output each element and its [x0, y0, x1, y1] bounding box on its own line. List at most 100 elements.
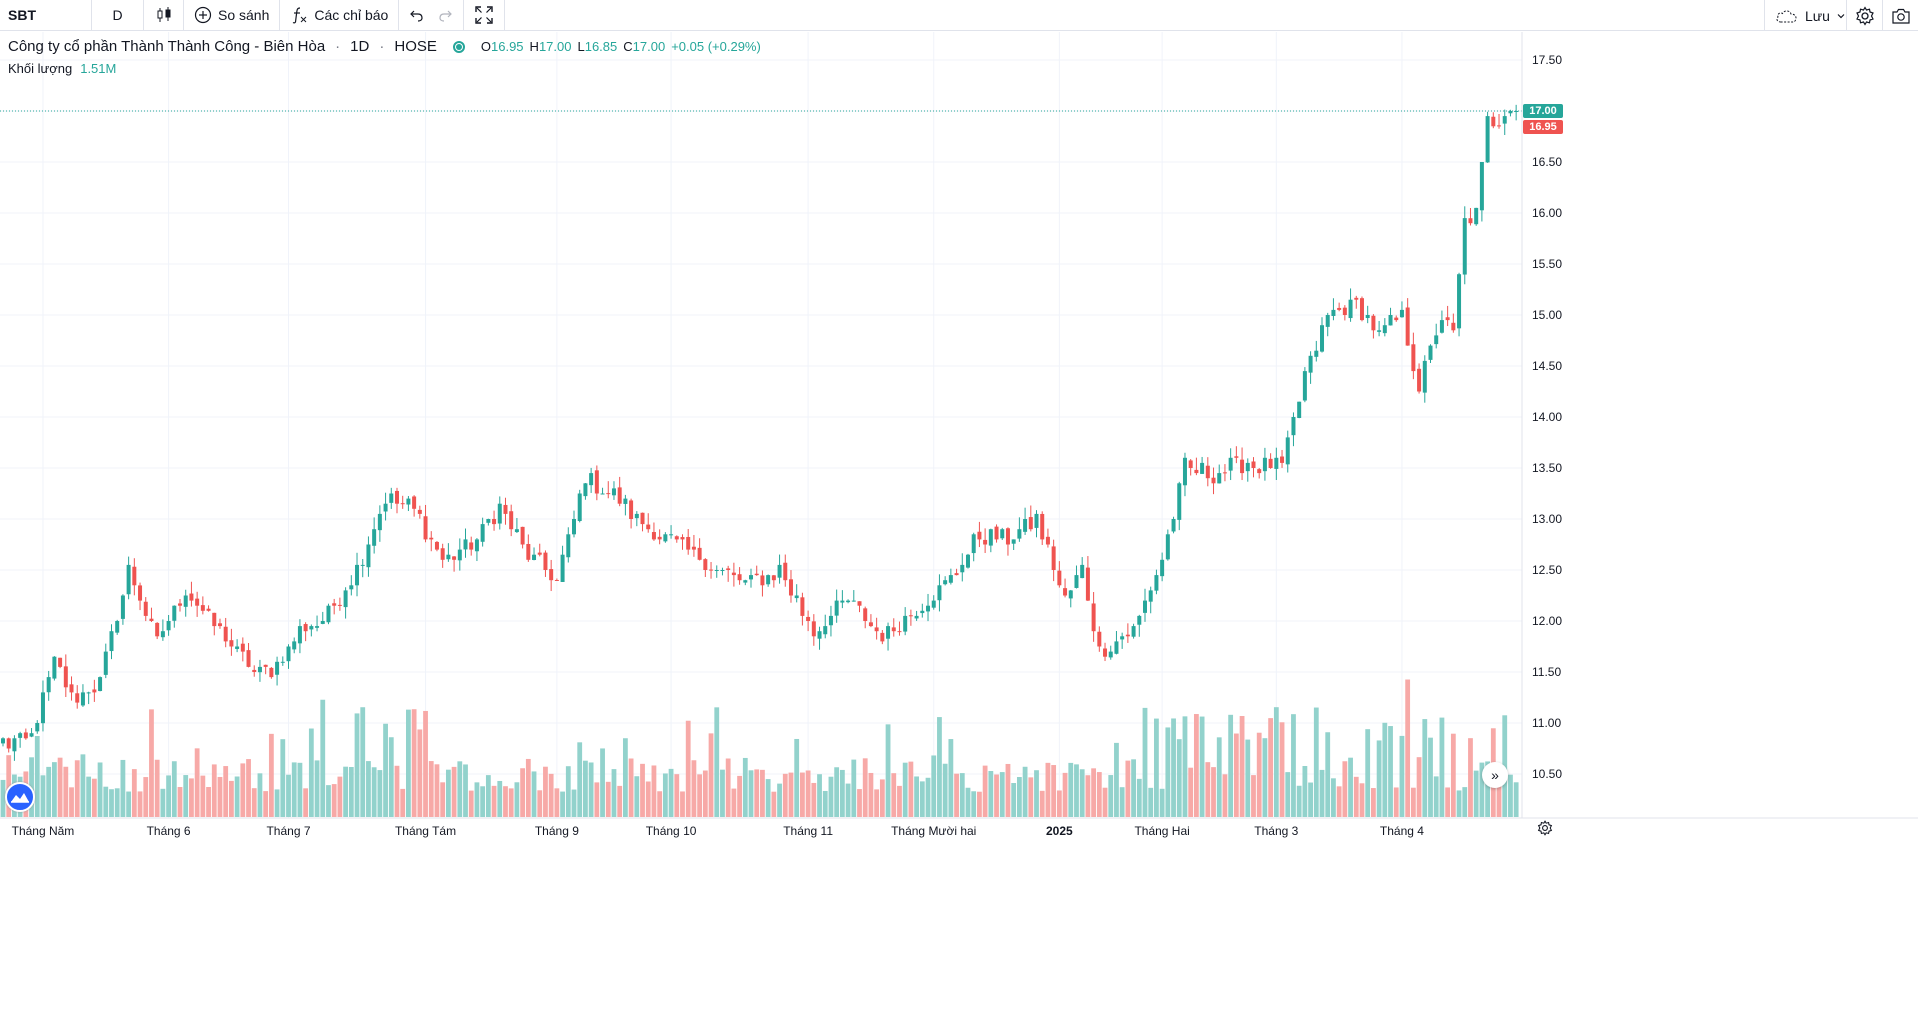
candle-body [617, 487, 622, 504]
candle-body [1371, 315, 1376, 331]
market-status-icon[interactable] [452, 40, 465, 53]
candle-body [1137, 615, 1142, 625]
close-key: C [623, 39, 633, 54]
time-axis[interactable]: Tháng Năm Tháng 6 Tháng 7 Tháng Tám Tháng 9 T… [12, 824, 1425, 838]
candle-body [1417, 368, 1422, 392]
volume-bar [400, 788, 406, 817]
chart-type-button[interactable] [144, 0, 184, 31]
volume-bar [1136, 778, 1142, 817]
volume-bar [737, 775, 742, 817]
volume-bar [1045, 762, 1051, 817]
volume-bar [1291, 714, 1296, 817]
candle-body [389, 493, 394, 503]
candle-body [1439, 320, 1444, 333]
candle-body [1514, 111, 1519, 112]
legend-company-name: Công ty cổ phần Thành Thành Công - Biên … [8, 38, 326, 55]
time-tick-label: Tháng Mười hai [891, 824, 976, 838]
candle-body [1182, 457, 1187, 486]
candle-body [343, 590, 348, 608]
candle-body [1000, 529, 1005, 539]
volume-bar [982, 765, 988, 817]
undo-button[interactable] [399, 0, 431, 31]
candle-body [703, 559, 708, 570]
volume-bar [131, 769, 137, 817]
candle-body [1108, 651, 1113, 658]
volume-bar [86, 776, 92, 817]
symbol-search-button[interactable]: SBT [0, 0, 92, 31]
candle-body [1205, 465, 1210, 479]
scroll-to-realtime-button[interactable]: » [1482, 762, 1508, 788]
volume-bar [525, 758, 531, 817]
price-chart[interactable]: 17.50 17.00 16.50 16.00 15.50 15.00 14.50 14.00… [0, 32, 1918, 1035]
candle-body [1143, 600, 1147, 613]
volume-bar [1279, 722, 1285, 817]
candle-body [720, 570, 725, 571]
candle-body [326, 605, 331, 623]
candle-body [1388, 315, 1393, 326]
double-chevron-right-icon: » [1491, 767, 1499, 783]
price-tick-label: 11.50 [1532, 665, 1561, 679]
candle-body [446, 554, 451, 560]
price-axis[interactable]: 17.5017.0016.5016.0015.5015.0014.5014.00… [1532, 53, 1562, 781]
volume-bar [109, 789, 114, 817]
volume-bar [377, 770, 383, 817]
candle-body [166, 621, 171, 631]
candle-body [543, 552, 548, 570]
candle-body [1365, 315, 1370, 319]
axis-settings-button[interactable] [1537, 820, 1553, 841]
redo-button[interactable] [431, 0, 465, 31]
candle-body [1091, 603, 1096, 632]
volume-bar [80, 754, 86, 817]
volume-bar [1005, 763, 1011, 817]
candle-body [103, 651, 108, 675]
volume-bar [211, 764, 217, 817]
candle-body [412, 496, 417, 509]
save-button[interactable]: Lưu [1764, 0, 1846, 31]
volume-bar [286, 774, 291, 817]
redo-icon [437, 6, 455, 24]
volume-bar [229, 780, 234, 817]
candle-body [92, 689, 97, 693]
volume-bar [166, 775, 171, 817]
candle-body [474, 539, 479, 552]
volume-bar [531, 771, 537, 817]
volume-bar [149, 709, 154, 817]
fullscreen-button[interactable] [464, 0, 506, 31]
candle-body [560, 554, 565, 582]
volume-bar [1485, 761, 1490, 817]
save-label: Lưu [1805, 7, 1830, 24]
volume-bar [937, 717, 942, 817]
volume-bar [811, 782, 817, 817]
candle-body [629, 500, 634, 519]
volume-bar [691, 760, 697, 817]
compare-button[interactable]: So sánh [184, 0, 281, 31]
snapshot-button[interactable] [1882, 0, 1918, 31]
volume-value: 1.51M [80, 61, 117, 76]
candle-body [943, 580, 948, 585]
volume-bar [588, 762, 594, 817]
volume-bar [685, 720, 691, 817]
candle-body [572, 519, 576, 535]
candle-body [1382, 325, 1387, 334]
volume-bar [891, 773, 897, 817]
interval-button[interactable]: D [92, 0, 144, 31]
candle-body [23, 732, 28, 739]
candle-body [669, 534, 674, 536]
volume-bar [1028, 777, 1034, 817]
volume-bar [240, 763, 246, 817]
volume-bar [1256, 732, 1262, 817]
candle-body [297, 626, 302, 644]
candle-body [737, 574, 742, 581]
indicators-button[interactable]: Các chỉ báo [280, 0, 400, 31]
candle-body [1308, 355, 1313, 373]
volume-bar [1296, 785, 1302, 817]
candle-body [1120, 636, 1125, 640]
tradingview-logo-icon[interactable] [5, 782, 35, 812]
volume-bar [308, 728, 314, 817]
candle-body [366, 544, 371, 568]
settings-button[interactable] [1846, 0, 1882, 31]
volume-bar [366, 761, 371, 817]
volume-bar [1142, 707, 1148, 817]
gear-icon [1537, 820, 1553, 840]
volume-bar [565, 766, 571, 817]
